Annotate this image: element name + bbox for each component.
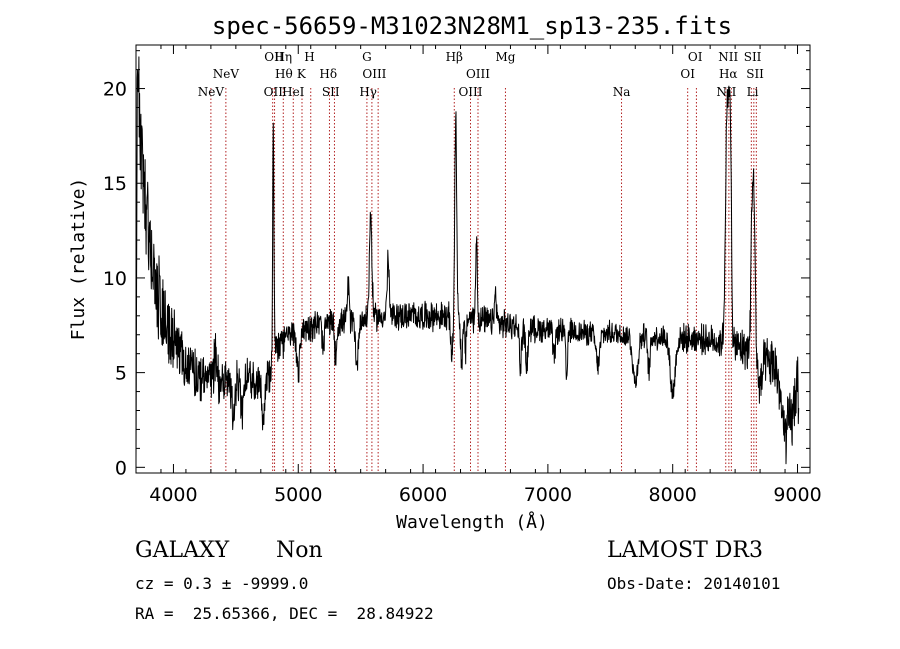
y-axis: 0 5 10 15 20 [103,50,810,479]
line-marker-label: H [304,50,314,64]
x-tick-label: 5000 [274,484,322,506]
x-tick-label: 8000 [649,484,697,506]
redshift-cz: cz = 0.3 ± -9999.0 [135,574,309,593]
x-tick-label: 6000 [399,484,447,506]
object-subclass: Non [276,538,323,563]
observation-date: Obs-Date: 20140101 [607,574,781,593]
y-axis-label: Flux (relative) [68,178,89,341]
line-marker-label: Na [613,85,631,99]
line-marker-label: G [362,50,372,64]
spectral-line-markers [210,88,757,473]
line-marker-label: NeV [198,85,225,99]
x-axis: 4000 5000 6000 7000 8000 9000 [135,45,822,506]
line-marker-label: Hβ [446,50,463,64]
chart-title: spec-56659-M31023N28M1_sp13-235.fits [212,12,732,40]
line-marker-label: Mg [495,50,515,64]
line-marker-label: OIII [458,85,482,99]
y-tick-label: 20 [103,79,127,101]
line-marker-label: OI [680,67,695,81]
line-marker-label: OIII [466,67,490,81]
survey-name: LAMOST DR3 [607,538,763,563]
line-marker-label: Hα [719,67,738,81]
y-tick-label: 10 [103,268,127,290]
line-marker-label: SII [322,85,340,99]
line-marker-label: OI [688,50,703,64]
line-marker-label: OII [264,50,284,64]
line-marker-label: NeV [213,67,240,81]
line-marker-label: Hγ [359,85,377,99]
line-marker-label: OIII [362,67,386,81]
line-marker-label: NII [716,85,736,99]
x-tick-label: 4000 [149,484,197,506]
y-tick-label: 15 [103,173,127,195]
line-marker-label: HeI [282,85,305,99]
line-marker-label: SII [744,50,762,64]
spectrum-series [135,56,800,465]
line-marker-label: Li [747,85,759,99]
plot-frame [135,44,811,474]
line-marker-label: K [297,67,307,81]
line-marker-label: Hη [274,50,292,64]
spectrum-line [135,56,800,465]
y-tick-label: 5 [115,363,127,385]
x-tick-label: 9000 [773,484,821,506]
line-marker-label: OII [264,85,284,99]
coordinates: RA = 25.65366, DEC = 28.84922 [135,604,434,623]
x-axis-label: Wavelength (Å) [396,511,548,533]
y-tick-label: 0 [115,457,127,479]
line-marker-label: NII [718,50,738,64]
line-marker-label: Hδ [319,67,337,81]
line-marker-label: SII [746,67,764,81]
x-tick-label: 7000 [524,484,572,506]
object-class: GALAXY [135,538,230,563]
line-marker-label: Hθ [275,67,293,81]
